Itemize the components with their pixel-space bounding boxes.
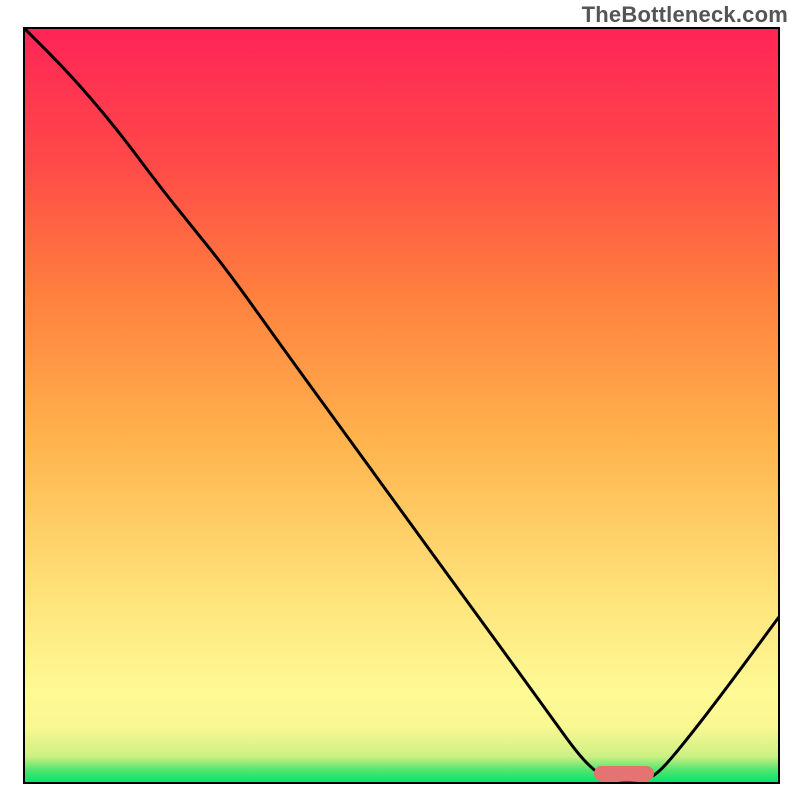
- optimal-marker: [594, 766, 654, 781]
- plot-area: [24, 28, 779, 783]
- bottleneck-curve: [24, 28, 779, 783]
- curve-path: [24, 28, 779, 780]
- chart-container: TheBottleneck.com: [0, 0, 800, 800]
- watermark-text: TheBottleneck.com: [582, 2, 788, 28]
